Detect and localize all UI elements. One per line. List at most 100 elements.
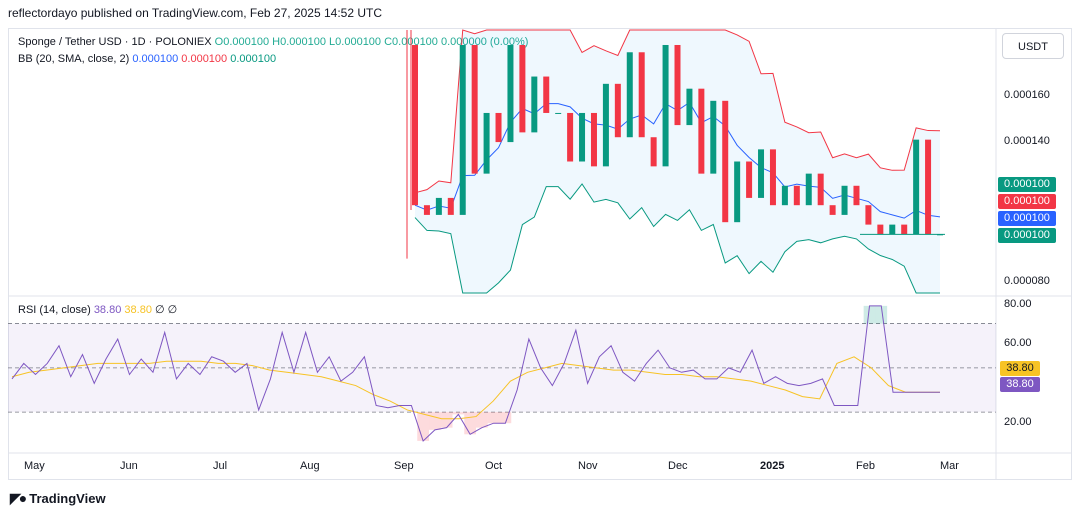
candle (519, 44, 526, 133)
time-tick: Dec (668, 460, 688, 472)
candle (853, 185, 860, 206)
time-tick: Jun (120, 460, 138, 472)
candle (662, 44, 669, 167)
candle (686, 88, 693, 126)
symbol-legend[interactable]: Sponge / Tether USD · 1D · POLONIEX O0.0… (18, 36, 528, 48)
candle (471, 44, 478, 174)
time-tick-year: 2025 (760, 460, 785, 472)
currency-button[interactable]: USDT (1002, 33, 1064, 59)
candle (722, 100, 729, 223)
candle (507, 44, 514, 143)
candle (638, 52, 645, 138)
time-tick: Oct (485, 460, 503, 472)
price-label-last: 0.000100 (998, 177, 1056, 192)
rsi-ma-line (11, 356, 940, 420)
rsi-oversold-fill (429, 412, 441, 430)
bb-lower-value: 0.000100 (230, 53, 277, 65)
candle (805, 173, 812, 206)
rsi-ma-label: 38.80 (1000, 361, 1040, 376)
rsi-label: RSI (14, close) (18, 304, 91, 316)
candle (555, 112, 562, 114)
rsi-value-label: 38.80 (1000, 377, 1040, 392)
time-tick: Mar (940, 460, 959, 472)
rsi-extra: ∅ ∅ (155, 304, 178, 316)
candle (543, 76, 550, 113)
rsi-legend[interactable]: RSI (14, close) 38.80 38.80 ∅ ∅ (18, 303, 177, 316)
time-tick: Nov (578, 460, 598, 472)
candle (495, 112, 502, 143)
candle (865, 205, 872, 225)
price-tick: 0.000160 (1004, 89, 1050, 101)
rsi-oversold-fill (499, 412, 512, 424)
candle (746, 161, 753, 198)
candle (590, 112, 597, 167)
price-tick: 0.000140 (1004, 135, 1050, 147)
candle (602, 83, 609, 167)
candle (829, 205, 836, 215)
bb-upper-line (414, 29, 941, 194)
price-tick: 0.000080 (1004, 275, 1050, 287)
bb-mid-value: 0.000100 (132, 53, 179, 65)
rsi-ma-value: 38.80 (124, 304, 152, 316)
ohlc-values: O0.000100 H0.000100 L0.000100 C0.000100 … (214, 36, 529, 48)
chart-frame[interactable] (8, 28, 1072, 480)
candle (567, 112, 574, 162)
rsi-oversold-fill (452, 412, 465, 415)
tradingview-logo-icon: ◤● (10, 490, 27, 506)
candle (674, 44, 681, 126)
rsi-overbought-fill (875, 305, 888, 324)
price-label-upper: 0.000100 (998, 194, 1056, 209)
rsi-tick: 60.00 (1004, 337, 1032, 349)
candle (793, 185, 800, 206)
candle (710, 100, 717, 174)
candle (447, 197, 454, 215)
candle (913, 139, 920, 235)
bb-lower-line (414, 183, 940, 294)
candle (531, 76, 538, 133)
candle (925, 139, 932, 235)
candle (769, 149, 776, 206)
candle (877, 224, 884, 235)
bb-legend[interactable]: BB (20, SMA, close, 2) 0.000100 0.000100… (18, 53, 276, 65)
publisher-header: reflectordayo published on TradingView.c… (8, 6, 383, 20)
candle (483, 112, 490, 174)
rsi-overbought-fill (863, 305, 876, 324)
brand-text: TradingView (29, 491, 106, 506)
time-tick: May (24, 460, 45, 472)
candle (459, 44, 466, 215)
rsi-tick: 80.00 (1004, 298, 1032, 310)
candle (901, 224, 908, 235)
rsi-tick: 20.00 (1004, 416, 1032, 428)
time-tick: Aug (300, 460, 320, 472)
candle (698, 88, 705, 174)
footer-brand[interactable]: ◤● TradingView (10, 490, 106, 507)
candle (889, 224, 896, 235)
time-tick: Jul (213, 460, 228, 472)
candle (423, 205, 430, 215)
candle (412, 44, 418, 206)
candle (734, 161, 741, 223)
candle (614, 83, 621, 138)
candle (817, 173, 824, 206)
candle (758, 149, 765, 198)
symbol-title: Sponge / Tether USD · 1D · POLONIEX (18, 36, 212, 48)
time-tick: Sep (394, 460, 414, 472)
bb-upper-value: 0.000100 (181, 53, 228, 65)
candle (650, 137, 657, 167)
price-label-mid: 0.000100 (998, 211, 1056, 226)
rsi-oversold-fill (487, 412, 500, 424)
price-label-lower: 0.000100 (998, 228, 1056, 243)
rsi-oversold-fill (440, 412, 453, 428)
candle (435, 197, 442, 215)
rsi-line (11, 305, 940, 442)
rsi-oversold-fill (476, 412, 488, 428)
rsi-oversold-fill (464, 412, 476, 435)
bb-label: BB (20, SMA, close, 2) (18, 53, 130, 65)
candle (579, 112, 586, 162)
time-tick: Feb (856, 460, 875, 472)
candle (781, 185, 788, 206)
candle (626, 52, 633, 138)
candle (841, 185, 848, 215)
rsi-value: 38.80 (93, 304, 122, 316)
